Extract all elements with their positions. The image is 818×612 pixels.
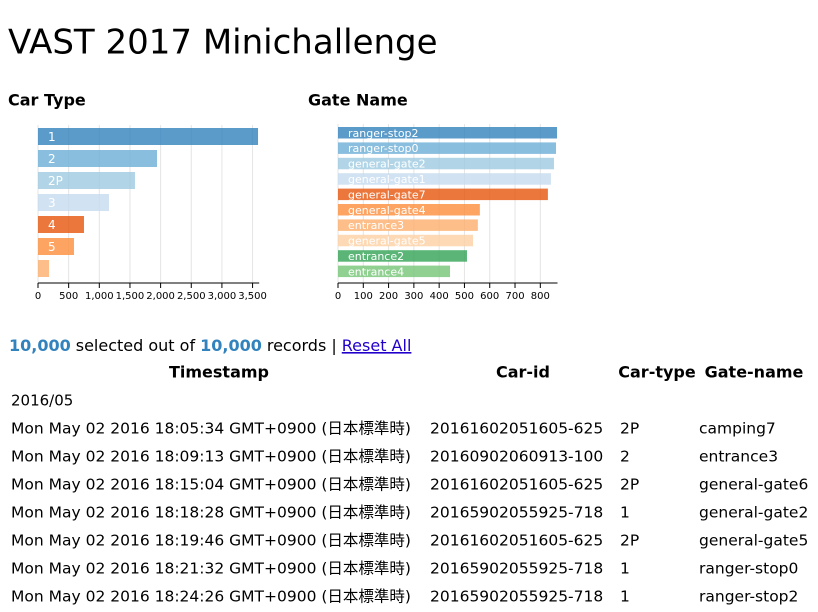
column-header: Car-type xyxy=(618,363,696,382)
bar-label: 3 xyxy=(48,196,56,210)
bar-label: entrance4 xyxy=(348,265,404,278)
page-title: VAST 2017 Minichallenge xyxy=(8,23,438,63)
table-cell: ranger-stop2 xyxy=(699,588,798,606)
bar xyxy=(338,250,467,262)
table-cell: 1 xyxy=(620,588,630,606)
x-tick-label: 1,500 xyxy=(116,291,145,302)
x-tick-label: 500 xyxy=(455,291,474,302)
table-cell: 2 xyxy=(620,448,630,466)
bar-label: 1 xyxy=(48,130,56,144)
bar xyxy=(338,265,451,278)
bar xyxy=(38,194,109,211)
table-cell: 1 xyxy=(620,560,630,578)
table-cell: Mon May 02 2016 18:21:32 GMT+0900 (日本標準時… xyxy=(11,560,411,578)
bar xyxy=(338,142,556,154)
bar-label: ranger-stop0 xyxy=(348,142,419,155)
table-cell: general-gate5 xyxy=(699,532,808,550)
chart-title: Car Type xyxy=(8,91,86,110)
bar-label: 2 xyxy=(48,152,56,166)
table-cell: 20165902055925-718 xyxy=(430,504,603,522)
group-label: 2016/05 xyxy=(11,392,73,410)
x-tick-label: 800 xyxy=(531,291,550,302)
bar xyxy=(338,188,548,201)
bar-label: general-gate7 xyxy=(348,188,426,201)
chart-title: Gate Name xyxy=(308,91,408,110)
bar xyxy=(38,150,157,167)
table-cell: Mon May 02 2016 18:18:28 GMT+0900 (日本標準時… xyxy=(11,504,411,522)
x-tick-label: 600 xyxy=(480,291,499,302)
x-tick-label: 2,500 xyxy=(177,291,206,302)
x-tick-label: 300 xyxy=(404,291,423,302)
table-cell: 20160902060913-100 xyxy=(430,448,603,466)
data-table: Timestamp Car-id Car-type Gate-name 2016/05 M… xyxy=(11,363,808,606)
x-tick-label: 2,000 xyxy=(146,291,175,302)
column-header: Timestamp xyxy=(169,363,269,382)
bar-label: 4 xyxy=(48,218,56,232)
bar xyxy=(38,128,259,145)
table-cell: entrance3 xyxy=(699,448,778,466)
x-tick-label: 0 xyxy=(335,291,341,302)
x-tick-label: 200 xyxy=(379,291,398,302)
table-cell: 2P xyxy=(620,532,639,550)
table-cell: Mon May 02 2016 18:24:26 GMT+0900 (日本標準時… xyxy=(11,588,411,606)
bar xyxy=(338,157,554,170)
bar xyxy=(38,260,50,277)
bar-label: entrance2 xyxy=(348,250,404,263)
column-header: Gate-name xyxy=(705,363,804,382)
x-tick-label: 0 xyxy=(35,291,41,302)
table-cell: ranger-stop0 xyxy=(699,560,798,578)
table-cell: 2P xyxy=(620,420,639,438)
table-cell: Mon May 02 2016 18:09:13 GMT+0900 (日本標準時… xyxy=(11,448,411,466)
table-cell: 20165902055925-718 xyxy=(430,560,603,578)
bar xyxy=(338,204,480,216)
table-cell: 2P xyxy=(620,476,639,494)
bar-label: 2P xyxy=(48,174,63,188)
table-cell: general-gate6 xyxy=(699,476,808,494)
bar xyxy=(338,234,474,247)
table-cell: 1 xyxy=(620,504,630,522)
record-count: 10,000 selected out of 10,000 records | Rese… xyxy=(9,336,411,355)
x-tick-label: 1,000 xyxy=(85,291,114,302)
x-tick-label: 500 xyxy=(59,291,78,302)
count-text: selected out of xyxy=(76,336,196,355)
x-tick-label: 700 xyxy=(505,291,524,302)
bar-label: general-gate2 xyxy=(348,158,426,171)
table-cell: 20161602051605-625 xyxy=(430,420,603,438)
selected-count: 10,000 xyxy=(9,336,71,355)
bar xyxy=(338,173,551,185)
x-tick-label: 100 xyxy=(354,291,373,302)
table-cell: Mon May 02 2016 18:19:46 GMT+0900 (日本標準時… xyxy=(11,532,411,550)
bar-label: entrance3 xyxy=(348,219,404,232)
bar-label: 5 xyxy=(48,240,56,254)
count-text: records | xyxy=(267,336,337,355)
bar xyxy=(338,219,478,231)
bar xyxy=(38,238,74,255)
x-tick-label: 3,000 xyxy=(208,291,237,302)
bar-label: general-gate1 xyxy=(348,173,426,186)
x-tick-label: 400 xyxy=(430,291,449,302)
x-tick-label: 3,500 xyxy=(238,291,267,302)
bar xyxy=(38,216,84,233)
table-cell: Mon May 02 2016 18:15:04 GMT+0900 (日本標準時… xyxy=(11,476,411,494)
bar-label: general-gate4 xyxy=(348,204,426,217)
table-cell: 20161602051605-625 xyxy=(430,476,603,494)
bar-label: general-gate5 xyxy=(348,235,426,248)
table-cell: Mon May 02 2016 18:05:34 GMT+0900 (日本標準時… xyxy=(11,420,411,438)
column-header: Car-id xyxy=(496,363,550,382)
table-cell: general-gate2 xyxy=(699,504,808,522)
bar xyxy=(338,127,557,139)
bar xyxy=(38,172,135,189)
table-cell: 20165902055925-718 xyxy=(430,588,603,606)
table-cell: 20161602051605-625 xyxy=(430,532,603,550)
reset-link[interactable]: Reset All xyxy=(342,336,412,355)
table-cell: camping7 xyxy=(699,420,776,438)
bar-label: ranger-stop2 xyxy=(348,127,419,140)
total-count: 10,000 xyxy=(200,336,262,355)
